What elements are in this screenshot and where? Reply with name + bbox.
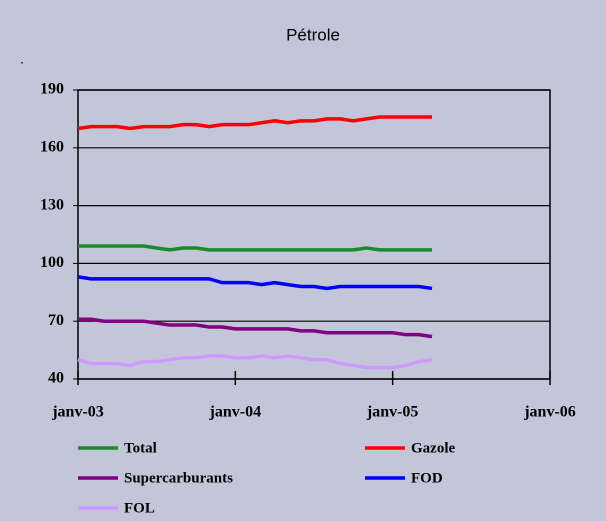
legend-label: Supercarburants xyxy=(124,470,233,486)
y-tick-label: 100 xyxy=(40,254,64,271)
x-tick-label: janv-03 xyxy=(51,404,104,421)
x-tick-label: janv-06 xyxy=(523,404,576,421)
chart-title: Pétrole xyxy=(286,25,340,44)
series-line xyxy=(77,354,433,370)
series-line xyxy=(78,244,432,252)
x-tick-label: janv-04 xyxy=(209,404,262,421)
series-line xyxy=(78,317,433,339)
legend-label: Total xyxy=(124,440,157,456)
annotation: . xyxy=(20,51,24,67)
y-tick-label: 130 xyxy=(40,196,64,213)
y-tick-label: 70 xyxy=(48,312,64,329)
series-line xyxy=(77,115,432,131)
legend-label: FOD xyxy=(411,470,443,486)
y-tick-label: 190 xyxy=(40,81,64,98)
y-tick-label: 160 xyxy=(40,138,64,155)
legend-label: Gazole xyxy=(411,440,455,456)
y-tick-label: 40 xyxy=(48,370,64,387)
legend-label: FOL xyxy=(124,500,155,516)
x-tick-label: janv-05 xyxy=(366,404,419,421)
series-line xyxy=(77,275,433,291)
